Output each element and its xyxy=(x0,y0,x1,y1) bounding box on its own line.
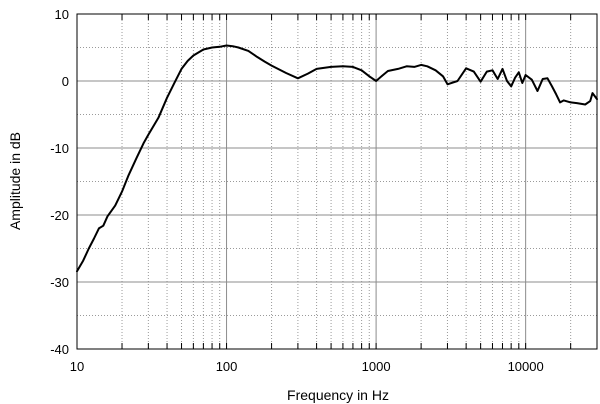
y-tick-label: 0 xyxy=(62,74,69,89)
x-tick-label: 10000 xyxy=(508,359,544,374)
y-tick-label: -20 xyxy=(50,208,69,223)
y-axis-title: Amplitude in dB xyxy=(7,132,23,230)
y-tick-label: -10 xyxy=(50,141,69,156)
x-tick-label: 100 xyxy=(216,359,238,374)
grid xyxy=(77,14,597,349)
y-tick-label: -30 xyxy=(50,275,69,290)
x-tick-label: 10 xyxy=(70,359,84,374)
x-axis-title: Frequency in Hz xyxy=(287,387,389,403)
y-tick-label: -40 xyxy=(50,342,69,357)
plot-frame xyxy=(76,13,598,350)
y-tick-label: 10 xyxy=(55,7,69,22)
x-tick-label: 1000 xyxy=(362,359,391,374)
amplitude-curve xyxy=(76,44,598,273)
